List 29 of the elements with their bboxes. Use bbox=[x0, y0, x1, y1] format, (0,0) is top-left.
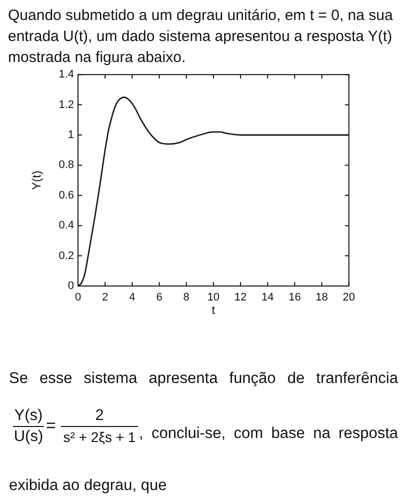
y-axis-title: Y(t) bbox=[30, 170, 44, 190]
y-tick-label: 0.2 bbox=[58, 250, 74, 262]
x-tick-label: 6 bbox=[156, 292, 162, 304]
x-tick-label: 12 bbox=[234, 292, 247, 304]
x-tick-label: 10 bbox=[207, 292, 220, 304]
x-tick-label: 8 bbox=[183, 292, 190, 304]
y-tick-label: 0.8 bbox=[58, 159, 74, 172]
text: Se esse sistema apresenta função de tranferência bbox=[9, 369, 398, 389]
x-axis-title: t bbox=[212, 303, 216, 318]
y-tick-label: 1 bbox=[68, 129, 74, 142]
x-tick-label: 20 bbox=[342, 292, 356, 304]
text: , conclui-se, com base na resposta bbox=[139, 424, 398, 444]
y-tick-label: 1.2 bbox=[58, 98, 74, 111]
text: exibida ao degrau, que bbox=[9, 476, 167, 496]
x-tick-label: 14 bbox=[261, 292, 274, 304]
text: 2 bbox=[94, 406, 105, 426]
y-tick-label: 0 bbox=[68, 280, 74, 292]
x-tick-label: 4 bbox=[129, 292, 136, 304]
text: U(s) bbox=[13, 427, 44, 447]
x-tick-label: 16 bbox=[288, 292, 301, 304]
text: = bbox=[46, 415, 56, 436]
text: Quando submetido a um degrau unitário, em t = 0, na sua entrada U(t), um dado sistema apresentou a resposta Y(t) mostrada na figura abaixo. bbox=[8, 6, 394, 68]
text: s² + 2ξs + 1 bbox=[62, 428, 137, 447]
x-tick-label: 2 bbox=[102, 292, 108, 304]
y-tick-label: 0.6 bbox=[58, 189, 74, 202]
text: Y(s) bbox=[13, 406, 44, 426]
x-tick-label: 18 bbox=[316, 292, 328, 304]
y-tick-label: 1.4 bbox=[58, 68, 74, 81]
y-tick-label: 0.4 bbox=[58, 220, 74, 232]
